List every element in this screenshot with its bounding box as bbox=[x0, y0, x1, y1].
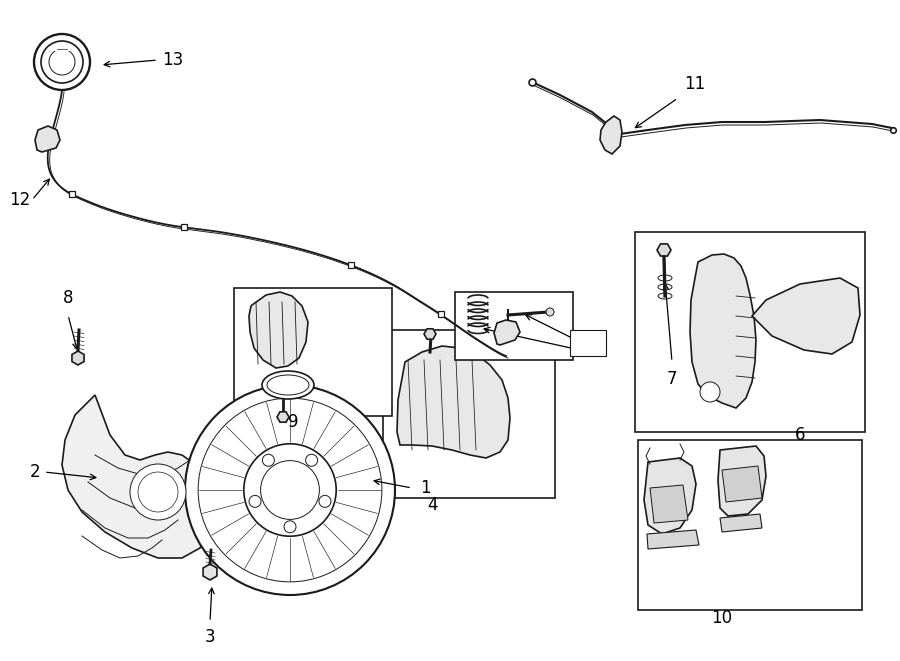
Bar bbox=[455, 292, 573, 360]
Text: 7: 7 bbox=[667, 370, 677, 388]
Text: 4: 4 bbox=[427, 496, 437, 514]
Polygon shape bbox=[203, 564, 217, 580]
Circle shape bbox=[34, 34, 90, 90]
Circle shape bbox=[261, 461, 320, 520]
Text: 8: 8 bbox=[63, 289, 73, 307]
Circle shape bbox=[198, 398, 382, 582]
Polygon shape bbox=[249, 292, 308, 368]
Text: 3: 3 bbox=[204, 628, 215, 646]
Circle shape bbox=[49, 49, 75, 75]
Polygon shape bbox=[650, 485, 688, 523]
Polygon shape bbox=[752, 278, 860, 354]
Text: 13: 13 bbox=[162, 51, 184, 69]
Polygon shape bbox=[690, 254, 756, 408]
Polygon shape bbox=[35, 126, 60, 152]
Polygon shape bbox=[644, 458, 696, 534]
Ellipse shape bbox=[267, 375, 309, 395]
Circle shape bbox=[138, 472, 178, 512]
Text: 9: 9 bbox=[288, 413, 298, 431]
Polygon shape bbox=[62, 395, 212, 558]
Polygon shape bbox=[647, 530, 699, 549]
Polygon shape bbox=[718, 446, 766, 516]
Text: 11: 11 bbox=[684, 75, 706, 93]
Polygon shape bbox=[720, 514, 762, 532]
Circle shape bbox=[130, 464, 186, 520]
Ellipse shape bbox=[262, 371, 314, 399]
Text: 6: 6 bbox=[795, 426, 806, 444]
Bar bbox=[635, 232, 865, 432]
Polygon shape bbox=[72, 351, 84, 365]
Polygon shape bbox=[600, 116, 622, 154]
Polygon shape bbox=[657, 244, 671, 256]
Text: 12: 12 bbox=[9, 191, 30, 209]
Text: 10: 10 bbox=[711, 609, 733, 627]
Circle shape bbox=[41, 41, 83, 83]
Bar bbox=[234, 288, 392, 416]
Polygon shape bbox=[397, 346, 510, 458]
Polygon shape bbox=[494, 320, 520, 345]
Text: 5: 5 bbox=[583, 334, 593, 352]
Circle shape bbox=[319, 495, 331, 508]
Circle shape bbox=[546, 308, 554, 316]
Circle shape bbox=[185, 385, 395, 595]
Text: 1: 1 bbox=[420, 479, 430, 497]
Circle shape bbox=[244, 444, 337, 536]
Circle shape bbox=[249, 495, 261, 508]
Bar bbox=[383, 330, 555, 498]
Circle shape bbox=[284, 521, 296, 533]
Circle shape bbox=[700, 382, 720, 402]
Polygon shape bbox=[277, 412, 289, 422]
Bar bbox=[570, 330, 606, 356]
Polygon shape bbox=[722, 466, 762, 502]
Circle shape bbox=[263, 454, 274, 466]
Circle shape bbox=[306, 454, 318, 466]
Bar bbox=[638, 440, 862, 610]
Polygon shape bbox=[424, 329, 436, 339]
Text: 2: 2 bbox=[30, 463, 40, 481]
